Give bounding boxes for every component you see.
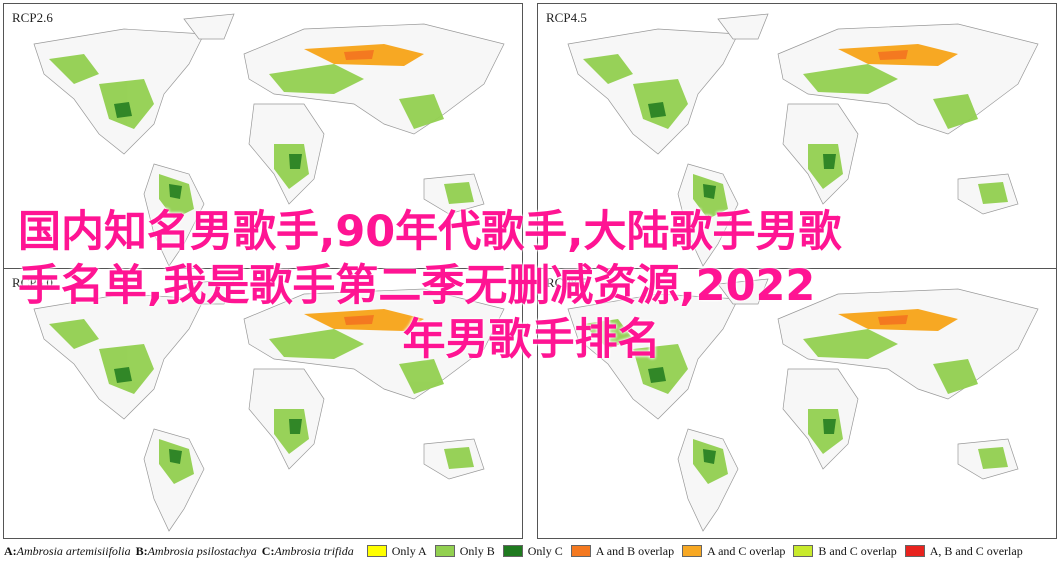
legend-swatch bbox=[904, 545, 925, 557]
legend-item: A and B overlap bbox=[570, 543, 675, 559]
legend-item: Only B bbox=[434, 543, 495, 559]
legend-label: A and B overlap bbox=[595, 543, 675, 558]
legend-swatch bbox=[366, 545, 387, 557]
legend-item: A and C overlap bbox=[682, 544, 785, 559]
panel-label: RCP8.5 bbox=[546, 275, 587, 290]
legend-swatch bbox=[502, 545, 523, 557]
overlay-title: 国内知名男歌手,90年代歌手,大陆歌手男歌 手名单,我是歌手第二季无删减资源,20… bbox=[0, 205, 1063, 367]
map-panel: RCP4.5 bbox=[537, 3, 1057, 274]
legend-item: Only A bbox=[366, 543, 427, 559]
species-entry: B:Ambrosia psilostachya bbox=[136, 544, 257, 559]
legend-item: B and C overlap bbox=[793, 543, 897, 559]
legend-swatch bbox=[682, 545, 703, 557]
overlay-line: 手名单,我是歌手第二季无删减资源,2022 bbox=[18, 261, 816, 311]
legend-swatch bbox=[434, 545, 455, 557]
legend-swatch bbox=[570, 545, 591, 557]
legend-label: B and C overlap bbox=[818, 543, 897, 558]
panel-label: RCP6.0 bbox=[12, 275, 53, 290]
species-key: C: bbox=[261, 543, 275, 558]
species-name: Ambrosia artemisiifolia bbox=[16, 543, 131, 558]
panel-label: RCP4.5 bbox=[546, 10, 587, 25]
species-entry: C:Ambrosia trifida bbox=[262, 544, 354, 559]
overlay-line: 年男歌手排名 bbox=[402, 315, 661, 365]
overlay-line: 国内知名男歌手,90年代歌手,大陆歌手男歌 bbox=[18, 207, 842, 257]
species-name: Ambrosia trifida bbox=[274, 543, 354, 558]
legend-label: Only B bbox=[459, 543, 495, 558]
legend-item: Only C bbox=[502, 543, 563, 559]
legend-label: A, B and C overlap bbox=[929, 543, 1023, 558]
legend-label: A and C overlap bbox=[707, 543, 786, 558]
legend-label: Only C bbox=[527, 543, 563, 558]
map-panel: RCP8.5 bbox=[537, 268, 1057, 539]
species-key: B: bbox=[135, 543, 148, 558]
legend-label: Only A bbox=[391, 543, 427, 558]
species-key: A: bbox=[4, 543, 17, 558]
species-name: Ambrosia psilostachya bbox=[147, 543, 257, 558]
map-panel: RCP2.6 bbox=[3, 3, 523, 274]
legend: A:Ambrosia artemisiifolia B:Ambrosia psil… bbox=[4, 542, 1060, 560]
map-panel: RCP6.0 bbox=[3, 268, 523, 539]
panel-label: RCP2.6 bbox=[12, 10, 53, 25]
legend-swatch bbox=[793, 545, 814, 557]
species-entry: A:Ambrosia artemisiifolia bbox=[4, 544, 131, 559]
legend-item: A, B and C overlap bbox=[904, 543, 1023, 559]
